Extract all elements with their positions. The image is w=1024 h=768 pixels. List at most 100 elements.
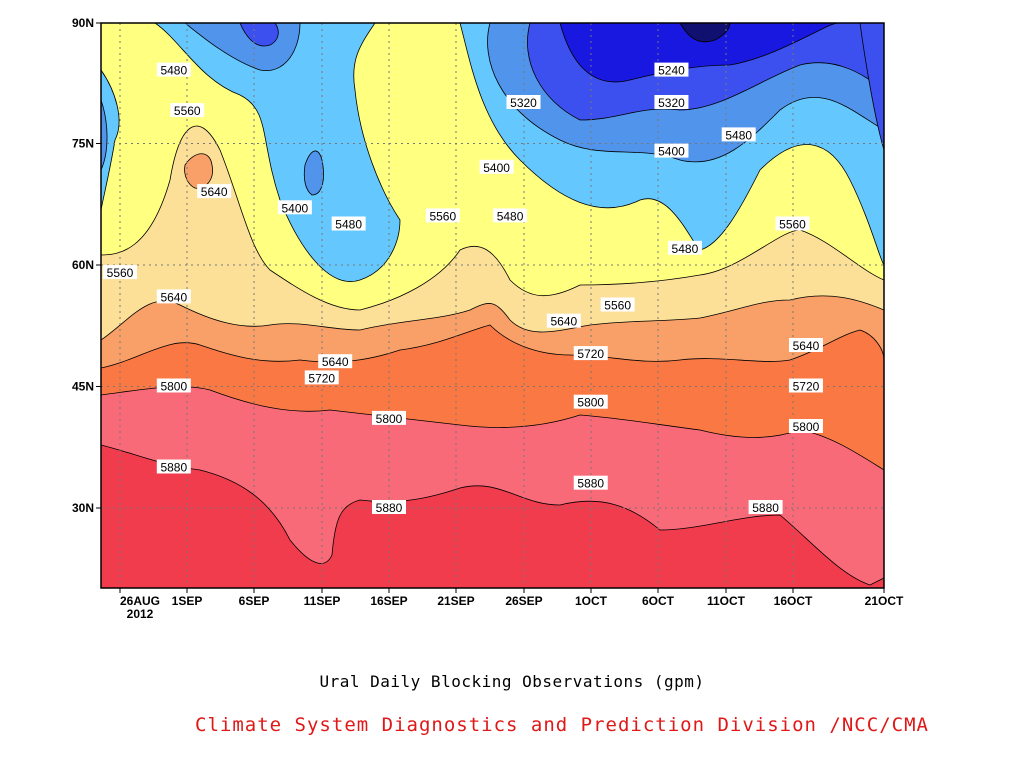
contour-label-box [573, 475, 608, 490]
x-tick-label: 6SEP [239, 594, 270, 608]
contour-label-box [425, 208, 460, 223]
contour-label: 5640 [156, 289, 191, 304]
contour-label: 5880 [573, 475, 608, 491]
contour-label-text: 5400 [281, 201, 308, 215]
grid-lines [101, 23, 884, 588]
contour-label-text: 5640 [201, 185, 228, 199]
contour-label-box [788, 378, 823, 393]
x-tick-label: 6OCT [642, 594, 675, 608]
contour-label: 5320 [654, 95, 689, 110]
x-tick-label: 2012 [127, 607, 154, 621]
contour-label: 5480 [156, 62, 191, 78]
contour-label: 5480 [493, 208, 528, 223]
contour-label-text: 5640 [550, 315, 577, 329]
contour-label-text: 5640 [322, 355, 349, 369]
contour-label-text: 5720 [308, 371, 335, 385]
contour-label: 5640 [197, 184, 232, 199]
contour-label-box [654, 143, 689, 158]
contour-label: 5480 [331, 216, 366, 232]
contour-label-box [654, 95, 689, 109]
contour-label: 5560 [170, 103, 205, 118]
contour-label: 5880 [156, 459, 191, 475]
contour-label-box [748, 500, 783, 514]
contour-label-text: 5720 [577, 347, 604, 361]
contour-label-text: 5800 [376, 412, 403, 426]
contour-label-text: 5800 [793, 420, 820, 434]
y-tick-label: 60N [72, 258, 94, 272]
contour-label: 5640 [318, 354, 353, 369]
contour-label-text: 5800 [577, 396, 604, 410]
contour-label-text: 5640 [793, 339, 820, 353]
contour-label-box [788, 419, 823, 433]
contour-label-box [493, 208, 528, 223]
contour-label-text: 5480 [497, 209, 524, 223]
contour-label-box [156, 62, 191, 77]
contour-label-text: 5480 [672, 242, 699, 256]
contour-label-box [788, 338, 823, 352]
contour-label: 5560 [600, 297, 635, 313]
contour-label-box [721, 127, 756, 142]
contour-label-text: 5480 [725, 128, 752, 142]
contour-label-text: 5880 [752, 501, 779, 515]
contour-label: 5480 [721, 127, 756, 142]
contour-label: 5560 [425, 208, 460, 223]
contour-label-box [156, 459, 191, 474]
contour-label-text: 5560 [604, 299, 631, 313]
contour-label: 5560 [103, 265, 137, 280]
contour-label-box [156, 289, 191, 304]
contour-label-box [170, 103, 205, 118]
contour-label: 5640 [546, 313, 581, 329]
x-tick-label: 1OCT [575, 594, 608, 608]
contour-label-text: 5560 [779, 218, 806, 232]
contour-label-box [103, 265, 137, 280]
contour-label: 5720 [573, 346, 608, 361]
contour-labels: 5480 5560 5640 5560 5640 5400 5480 5560 5480 5320… [103, 62, 823, 515]
contour-label: 5800 [372, 410, 406, 426]
contour-label-box [304, 370, 339, 385]
contour-label-text: 5320 [658, 96, 685, 110]
contour-label-box [318, 354, 353, 369]
band-5400-5480-west [101, 69, 120, 211]
contour-bands [101, 23, 884, 588]
credit-line: Climate System Diagnostics and Predictio… [195, 714, 929, 736]
contour-label-box [156, 378, 191, 393]
contour-label-box [372, 410, 406, 425]
contour-label-text: 5400 [483, 161, 510, 175]
contour-label-text: 5880 [376, 501, 403, 515]
contour-label-box [372, 500, 406, 514]
contour-label-box [573, 346, 608, 361]
x-tick-label: 16OCT [774, 594, 813, 608]
band-deep-low [679, 23, 731, 43]
x-tick-label: 21OCT [865, 594, 904, 608]
y-tick-label: 30N [72, 501, 94, 515]
contour-label-text: 5800 [160, 380, 187, 394]
contour-label-box [667, 240, 702, 255]
contour-label: 5640 [788, 338, 823, 353]
x-tick-label: 21SEP [437, 594, 474, 608]
contour-label: 5480 [667, 240, 702, 256]
contour-label-text: 5320 [510, 96, 537, 110]
contour-label-text: 5480 [335, 218, 362, 232]
contour-label: 5400 [654, 143, 689, 159]
y-tick-label: 45N [72, 380, 94, 394]
contour-label-text: 5560 [107, 266, 134, 280]
contour-label: 5880 [748, 500, 783, 515]
contour-label: 5720 [304, 370, 339, 385]
y-tick-label: 90N [72, 16, 94, 30]
contour-label: 5800 [788, 419, 823, 434]
contour-label-box [277, 200, 312, 215]
contour-label-text: 5880 [160, 461, 187, 475]
contour-label: 5800 [573, 394, 608, 410]
band-5240-5320-north [239, 23, 279, 47]
contour-label-box [546, 313, 581, 328]
contour-label-text: 5640 [160, 290, 187, 304]
x-tick-label: 11SEP [304, 594, 341, 608]
contour-label: 5320 [506, 95, 541, 110]
contour-label-text: 5560 [174, 104, 201, 118]
contour-label: 5720 [788, 378, 823, 394]
contour-label-box [600, 297, 635, 312]
contour-label-text: 5880 [577, 477, 604, 491]
band-above-5880 [101, 444, 884, 588]
